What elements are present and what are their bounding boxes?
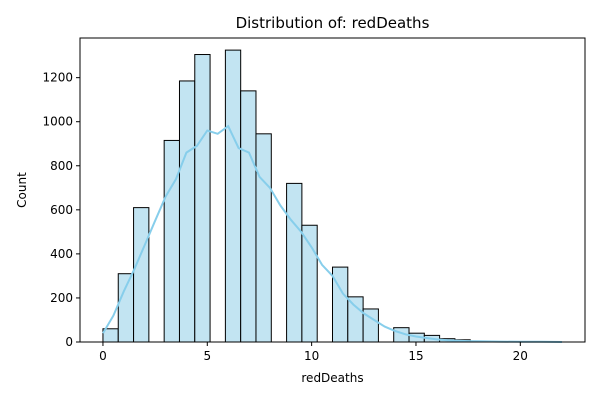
histogram-bar: [224, 49, 242, 343]
y-tick-label: 800: [50, 159, 73, 173]
histogram-bar: [347, 296, 364, 343]
y-tick-label: 200: [50, 291, 73, 305]
kde-curve: [102, 124, 563, 343]
histogram-bar: [255, 133, 272, 343]
y-tick-label: 1000: [42, 115, 73, 129]
histogram-bar: [286, 182, 303, 343]
x-axis-label: redDeaths: [301, 371, 363, 385]
y-tick-label: 0: [65, 335, 73, 349]
y-tick-label: 400: [50, 247, 73, 261]
x-tick-label: 10: [304, 349, 319, 363]
histogram-bar: [163, 139, 180, 343]
histogram-bar: [194, 54, 211, 343]
x-tick-label: 0: [99, 349, 107, 363]
histogram-bar: [117, 273, 135, 343]
histogram-bar: [240, 90, 257, 343]
x-tick-label: 5: [203, 349, 211, 363]
histogram-bar: [133, 207, 150, 343]
plot-frame: [79, 37, 586, 343]
y-tick-label: 600: [50, 203, 73, 217]
histogram-bar: [178, 80, 196, 343]
y-tick-label: 1200: [42, 71, 73, 85]
chart-title: Distribution of: redDeaths: [236, 14, 430, 32]
x-tick-label: 20: [513, 349, 528, 363]
x-axis-ticks: 0 5 10 15 20: [99, 342, 528, 363]
bars-group: [102, 49, 471, 343]
y-axis-ticks: 0 200 400 600 800 1000 1200: [42, 71, 80, 349]
y-axis-label: Count: [15, 172, 29, 208]
x-tick-label: 15: [408, 349, 423, 363]
